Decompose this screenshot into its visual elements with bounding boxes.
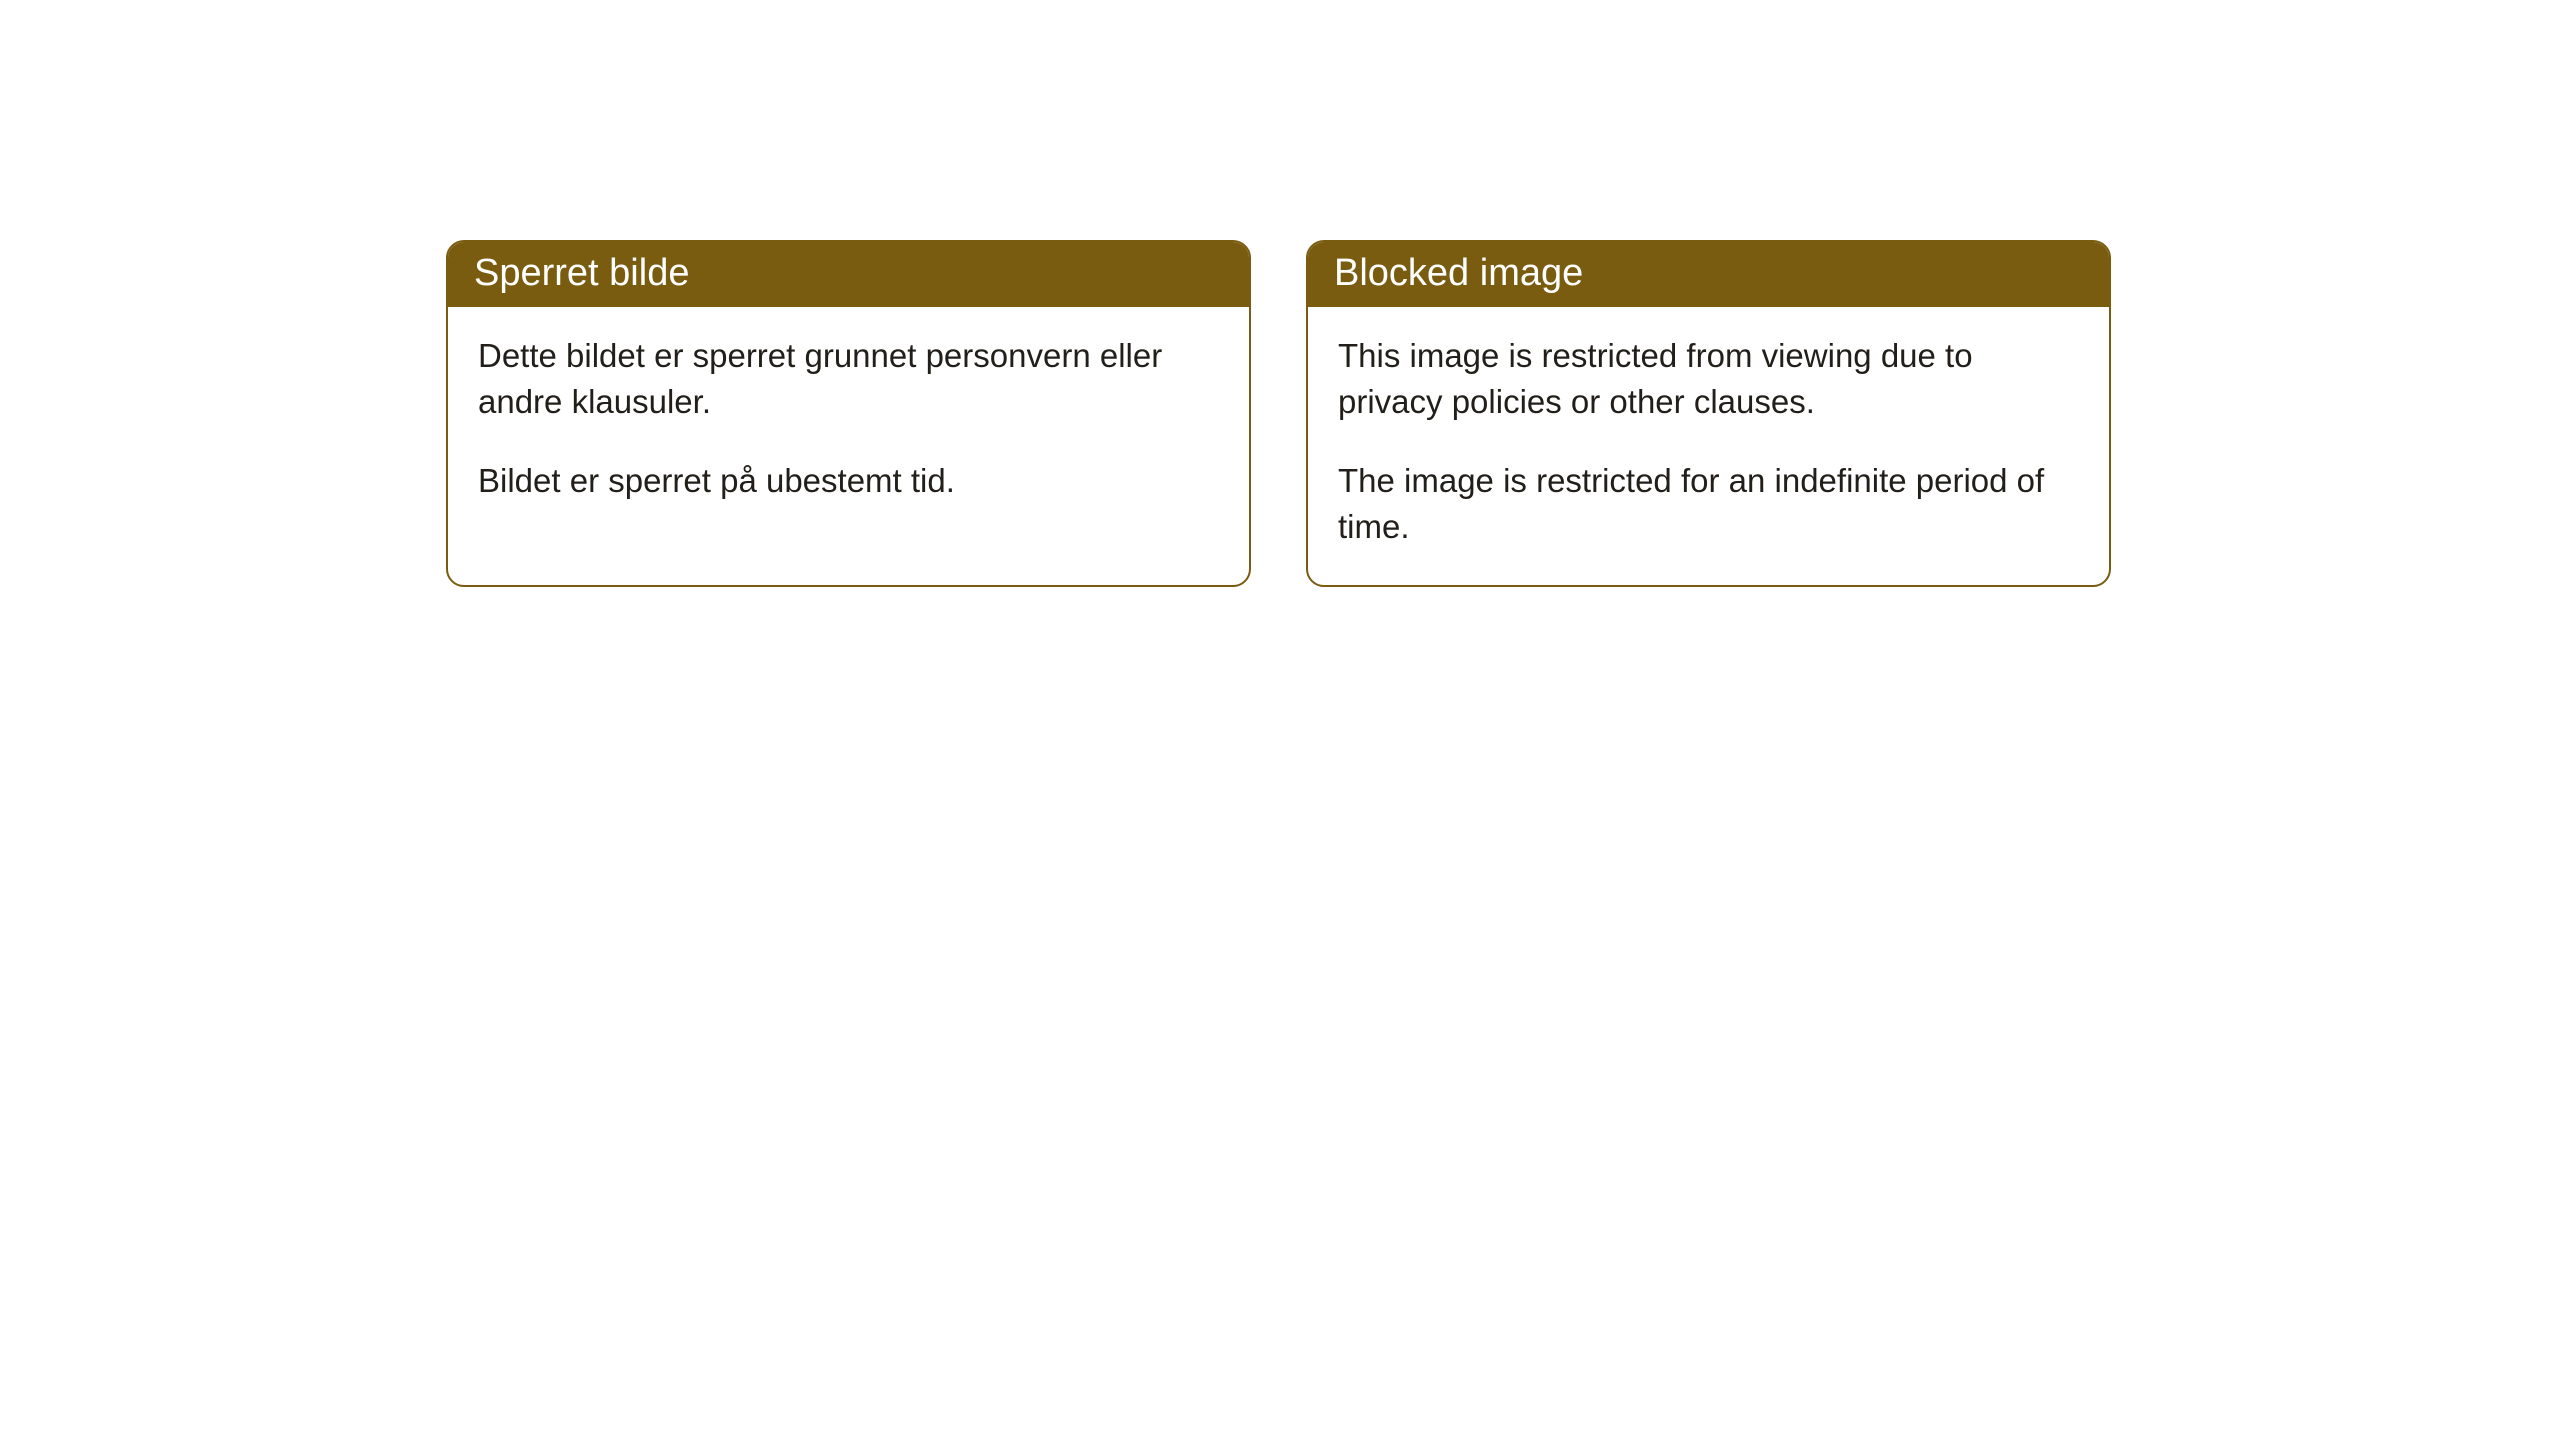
card-paragraph: Dette bildet er sperret grunnet personve… (478, 333, 1219, 424)
notice-cards-container: Sperret bilde Dette bildet er sperret gr… (0, 0, 2560, 587)
card-header: Sperret bilde (448, 242, 1249, 307)
card-header: Blocked image (1308, 242, 2109, 307)
card-body: Dette bildet er sperret grunnet personve… (448, 307, 1249, 540)
card-paragraph: This image is restricted from viewing du… (1338, 333, 2079, 424)
blocked-image-card-en: Blocked image This image is restricted f… (1306, 240, 2111, 587)
blocked-image-card-no: Sperret bilde Dette bildet er sperret gr… (446, 240, 1251, 587)
card-body: This image is restricted from viewing du… (1308, 307, 2109, 585)
card-paragraph: Bildet er sperret på ubestemt tid. (478, 458, 1219, 504)
card-paragraph: The image is restricted for an indefinit… (1338, 458, 2079, 549)
